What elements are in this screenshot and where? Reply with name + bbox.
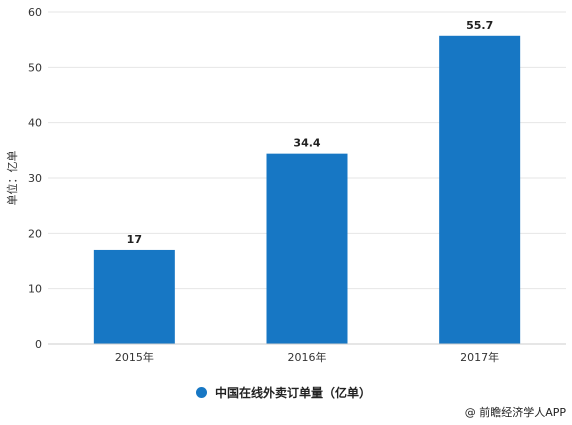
x-tick-label: 2015年 xyxy=(115,350,154,364)
y-tick-label: 40 xyxy=(28,117,42,130)
legend-label: 中国在线外卖订单量（亿单） xyxy=(215,385,372,400)
bar-2015年 xyxy=(93,249,175,344)
y-tick-label: 50 xyxy=(28,61,42,74)
y-tick-label: 60 xyxy=(28,6,42,19)
x-tick-label: 2017年 xyxy=(460,350,499,364)
x-tick-label: 2016年 xyxy=(288,350,327,364)
data-labels: 17 34.4 55.7 xyxy=(127,19,494,246)
y-tick-label: 30 xyxy=(28,172,42,185)
bar-2016年 xyxy=(266,153,348,344)
y-tick-label: 20 xyxy=(28,227,42,240)
y-axis-title: 单位：亿单 xyxy=(5,151,19,206)
legend: 中国在线外卖订单量（亿单） xyxy=(196,383,371,401)
y-axis-ticks: 0 10 20 30 40 50 60 xyxy=(28,6,42,351)
bars xyxy=(93,35,521,344)
legend-swatch xyxy=(196,386,207,398)
data-label: 55.7 xyxy=(466,19,493,32)
data-label: 17 xyxy=(127,233,142,246)
bar-2017年 xyxy=(439,35,521,344)
y-tick-label: 10 xyxy=(28,283,42,296)
x-axis-ticks: 2015年 2016年 2017年 xyxy=(115,350,499,364)
data-label: 34.4 xyxy=(293,137,320,150)
y-tick-label: 0 xyxy=(35,338,42,351)
source-credit: @ 前瞻经济学人APP xyxy=(464,406,566,419)
